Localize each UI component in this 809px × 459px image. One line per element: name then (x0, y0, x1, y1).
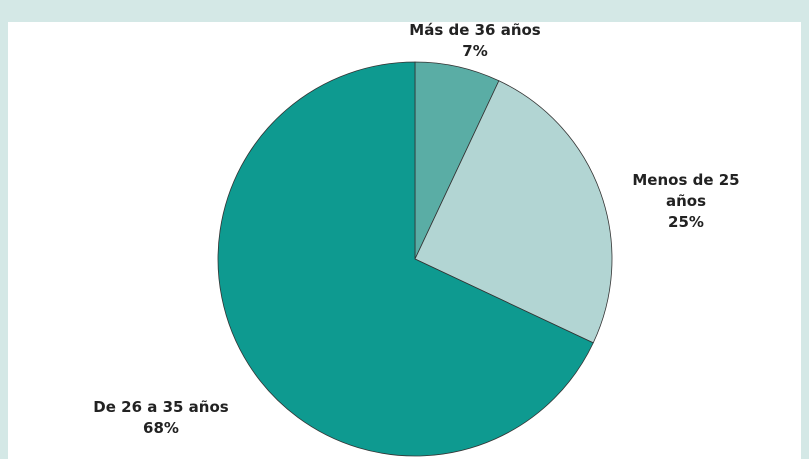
slice-label: Menos de 25 años 25% (631, 170, 741, 233)
category-label: Más de 36 años (409, 21, 541, 39)
slice-label: Más de 36 años 7% (365, 20, 585, 62)
category-label: Menos de 25 años (632, 171, 740, 210)
pie-slice (414, 80, 613, 344)
value-label: 25% (668, 213, 704, 231)
value-label: 7% (462, 42, 488, 60)
pie-slice (217, 61, 594, 457)
value-label: 68% (143, 419, 179, 437)
slice-label: De 26 a 35 años 68% (51, 397, 271, 439)
category-label: De 26 a 35 años (93, 398, 229, 416)
